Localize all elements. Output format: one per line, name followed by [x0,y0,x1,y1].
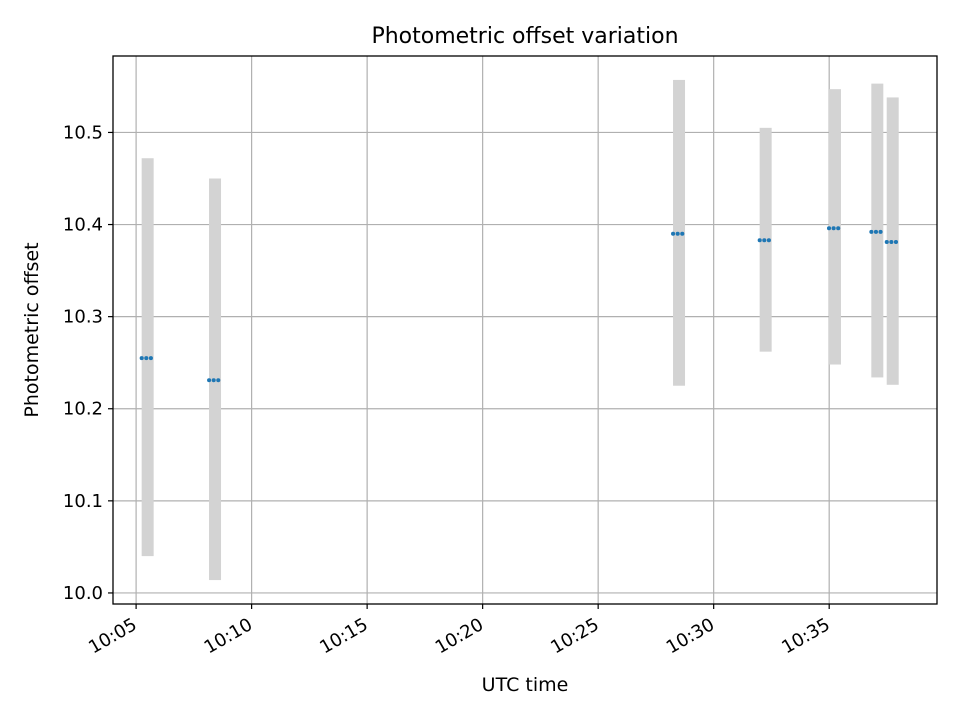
x-axis-ticks: 10:05 10:10 10:15 10:20 10:25 10:30 10:35 [85,604,834,658]
chart-title: Photometric offset variation [371,24,678,49]
y-axis-label: Photometric offset [21,242,43,417]
x-tick-label: 10:20 [432,614,487,658]
y-axis-ticks: 10.0 10.1 10.2 10.3 10.4 10.5 [63,122,113,604]
x-tick-label: 10:25 [547,614,602,658]
y-tick-label: 10.1 [63,491,103,512]
error-bands [141,79,899,581]
y-tick-label: 10.0 [63,583,103,604]
data-points [139,226,901,383]
x-axis-label: UTC time [482,674,569,696]
x-tick-label: 10:30 [663,614,718,658]
y-tick-label: 10.2 [63,399,103,420]
x-tick-label: 10:10 [201,614,256,658]
x-tick-label: 10:35 [778,614,833,658]
x-tick-label: 10:05 [85,614,140,658]
y-tick-label: 10.5 [63,122,103,143]
grid-lines [113,56,937,604]
y-tick-label: 10.3 [63,307,103,328]
x-tick-label: 10:15 [316,614,371,658]
y-tick-label: 10.4 [63,215,103,236]
plot-frame [112,55,938,605]
